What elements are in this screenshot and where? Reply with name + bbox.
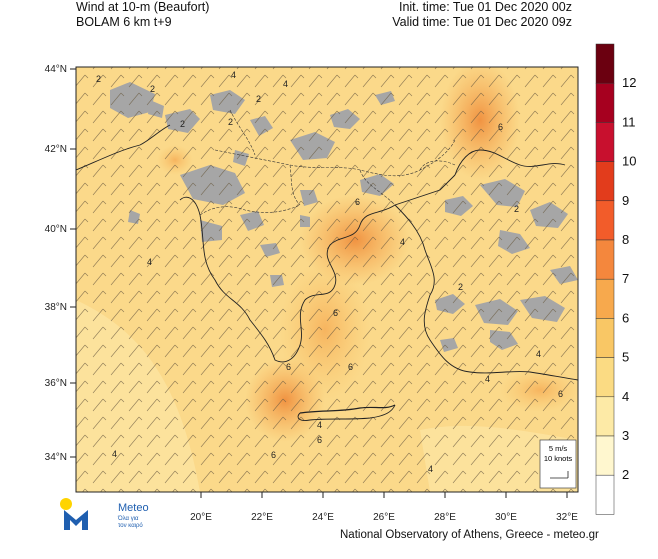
lat-label: 36°N [45, 378, 67, 389]
colorbar-swatch [595, 396, 615, 437]
colorbar-label: 10 [622, 154, 636, 169]
contour-label: 2 [256, 94, 261, 104]
contour-label: 4 [536, 349, 541, 359]
coastlines [76, 124, 578, 421]
colorbar-label: 11 [622, 114, 636, 129]
map-frame [75, 66, 579, 493]
contour-label: 2 [150, 84, 155, 94]
title-variable: Wind at 10-m (Beaufort) [76, 0, 210, 14]
lon-label: 30°E [495, 512, 517, 523]
contour-label: 6 [348, 362, 353, 372]
contour-label: 6 [498, 122, 503, 132]
init-time: Init. time: Tue 01 Dec 2020 00z [398, 0, 572, 14]
contour-label: 4 [283, 79, 288, 89]
wind-barbs-field [76, 67, 578, 492]
colorbar-swatch [595, 474, 615, 515]
contour-label: 4 [485, 374, 490, 384]
contour-label: 2 [180, 119, 185, 129]
map-panel: 2 2 2 4 2 2 4 6 6 4 4 6 6 6 4 4 2 2 6 6 … [76, 67, 578, 492]
contour-label: 6 [558, 389, 563, 399]
footer-credit: National Observatory of Athens, Greece -… [340, 529, 599, 541]
contour-label: 6 [333, 308, 338, 318]
colorbar-swatch [595, 278, 615, 319]
logo-tagline-1: Όλα για [118, 516, 139, 522]
m-logo-icon [64, 510, 88, 530]
valid-time: Valid time: Tue 01 Dec 2020 09z [392, 15, 572, 29]
map-times: Init. time: Tue 01 Dec 2020 00z Valid ti… [392, 0, 572, 30]
contour-label: 2 [96, 74, 101, 84]
colorbar-label: 5 [622, 350, 629, 365]
colorbar-swatch [595, 318, 615, 358]
contour-label: 6 [286, 362, 291, 372]
meteo-logo [60, 498, 88, 530]
wind-scale-box: 5 m/s 10 knots [539, 439, 577, 489]
lat-label: 38°N [45, 302, 67, 313]
colorbar-swatch [595, 239, 615, 280]
colorbar-swatch [595, 82, 615, 123]
country-borders [199, 109, 456, 216]
contour-label: 6 [355, 197, 360, 207]
contour-label: 4 [112, 449, 117, 459]
lon-label: 22°E [251, 512, 273, 523]
contour-labels: 2 2 2 4 2 2 4 6 6 4 4 6 6 6 4 4 2 2 6 6 … [96, 70, 563, 474]
colorbar-label: 9 [622, 193, 629, 208]
colorbar-label: 2 [622, 467, 629, 482]
scale-line2: 10 knots [544, 454, 573, 463]
contour-label: 4 [317, 420, 322, 430]
lon-label: 28°E [434, 512, 456, 523]
lat-label: 42°N [45, 144, 67, 155]
colorbar: 12 11 10 9 8 7 6 5 4 3 2 [595, 43, 636, 515]
lon-label: 32°E [556, 512, 578, 523]
longitude-axis: 20°E 22°E 24°E 26°E 28°E 30°E 32°E [190, 492, 578, 523]
sun-icon [60, 498, 72, 510]
lat-label: 44°N [45, 64, 67, 75]
lon-label: 20°E [190, 512, 212, 523]
contour-label: 2 [228, 117, 233, 127]
title-model: BOLAM 6 km t+9 [76, 15, 172, 29]
scale-line1: 5 m/s [549, 444, 568, 453]
colorbar-swatch [595, 43, 615, 84]
contour-label: 4 [147, 257, 152, 267]
colorbar-swatch [595, 122, 615, 162]
contour-label: 4 [231, 70, 236, 80]
colorbar-swatch [595, 200, 615, 241]
contour-label: 6 [271, 450, 276, 460]
colorbar-swatch [595, 161, 615, 202]
lat-label: 34°N [45, 452, 67, 463]
colorbar-label: 4 [622, 389, 629, 404]
contour-label: 4 [400, 237, 405, 247]
contour-label: 4 [428, 464, 433, 474]
lat-label: 40°N [45, 224, 67, 235]
contour-label: 6 [317, 435, 322, 445]
colorbar-label: 7 [622, 271, 629, 286]
colorbar-swatch [595, 357, 615, 398]
colorbar-label: 8 [622, 232, 629, 247]
logo-tagline: Όλα για τον καιρό [118, 516, 143, 530]
contour-label: 2 [514, 204, 519, 214]
latitude-axis: 44°N 42°N 40°N 38°N 36°N 34°N [45, 64, 76, 463]
colorbar-label: 6 [622, 310, 629, 325]
logo-tagline-2: τον καιρό [118, 523, 143, 529]
colorbar-swatch [595, 435, 615, 476]
colorbar-label: 12 [622, 75, 636, 90]
map-title: Wind at 10-m (Beaufort) BOLAM 6 km t+9 [76, 0, 209, 30]
logo-name: Meteo [118, 502, 149, 514]
colorbar-label: 3 [622, 428, 629, 443]
lon-label: 24°E [312, 512, 334, 523]
contour-label: 2 [458, 282, 463, 292]
lon-label: 26°E [373, 512, 395, 523]
